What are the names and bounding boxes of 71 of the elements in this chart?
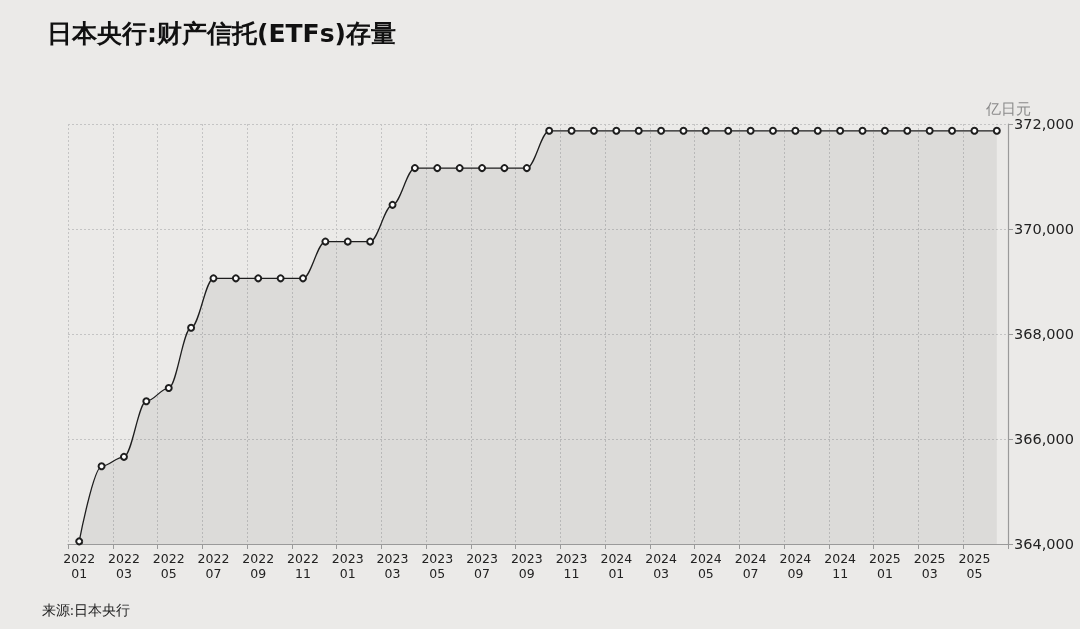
point	[522, 164, 531, 173]
point	[478, 164, 487, 173]
x-tick-label: 2023 05	[421, 551, 454, 581]
x-tick-label: 2022 11	[287, 551, 319, 581]
point	[791, 126, 800, 135]
x-tick-label: 2025 01	[869, 551, 901, 581]
point	[813, 126, 822, 135]
x-tick-label: 2024 11	[824, 551, 857, 581]
point	[276, 274, 285, 283]
point	[880, 126, 889, 135]
y-tick-label: 364,000	[1014, 536, 1074, 552]
point	[164, 384, 173, 393]
x-tick-label: 2022 05	[152, 551, 185, 581]
point	[366, 237, 375, 246]
x-tick-label: 2023 03	[376, 551, 409, 581]
point	[545, 126, 554, 135]
y-tick-label: 366,000	[1014, 431, 1074, 447]
point	[769, 126, 777, 135]
point	[746, 126, 755, 135]
point	[589, 126, 598, 135]
point	[187, 323, 196, 332]
chart-title: 日本央行:财产信托(ETFs)存量	[47, 19, 396, 48]
x-tick-label: 2025 05	[958, 551, 991, 581]
x-tick-label: 2025 03	[913, 551, 946, 581]
point	[209, 274, 218, 283]
point	[254, 274, 263, 283]
point	[455, 164, 464, 173]
point	[388, 200, 397, 209]
source-note: 来源:日本央行	[42, 602, 130, 618]
point	[410, 164, 419, 173]
x-tick-label: 2022 07	[197, 551, 230, 581]
x-tick-label: 2024 01	[600, 551, 633, 581]
point	[433, 164, 442, 173]
point	[343, 237, 352, 246]
point	[970, 126, 979, 135]
point	[858, 126, 867, 135]
point	[948, 126, 957, 135]
point	[992, 126, 1001, 135]
point	[142, 397, 151, 406]
x-tick-label: 2022 01	[63, 551, 96, 581]
x-tick-label: 2024 03	[645, 551, 678, 581]
point	[903, 126, 912, 135]
point	[567, 126, 576, 135]
x-tick-label: 2023 11	[555, 551, 588, 581]
x-tick-label: 2023 07	[466, 551, 498, 581]
point	[75, 537, 84, 546]
point	[634, 126, 643, 135]
y-tick-label: 372,000	[1014, 116, 1074, 132]
point	[500, 164, 509, 173]
x-tick-label: 2022 03	[108, 551, 140, 581]
x-tick-label: 2023 09	[510, 551, 543, 581]
x-tick-label: 2024 07	[734, 551, 767, 581]
point	[836, 126, 845, 135]
y-axis-title: 亿日元	[984, 99, 1031, 118]
point	[701, 126, 710, 135]
point	[679, 126, 688, 135]
point	[612, 126, 621, 135]
point	[97, 462, 106, 471]
x-tick-label: 2023 01	[331, 551, 364, 581]
y-tick-label: 368,000	[1014, 326, 1074, 342]
x-tick-label: 2024 09	[779, 551, 812, 581]
x-tick-label: 2022 09	[242, 551, 275, 581]
point	[299, 274, 307, 283]
x-tick-label: 2024 05	[689, 551, 722, 581]
point	[925, 126, 934, 135]
point	[231, 274, 240, 283]
point	[657, 126, 666, 135]
y-tick-label: 370,000	[1014, 221, 1074, 237]
point	[321, 237, 330, 246]
point	[724, 126, 733, 135]
point	[119, 452, 128, 461]
